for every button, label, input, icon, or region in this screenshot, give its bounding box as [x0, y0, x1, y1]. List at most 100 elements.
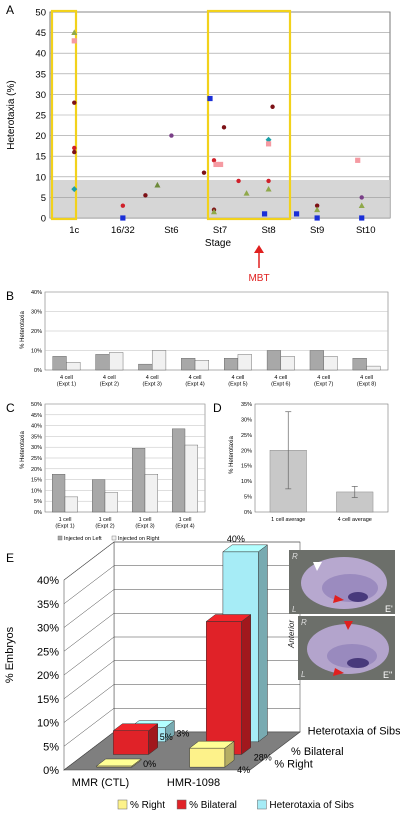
depth-label: Heterotaxia of Sibs: [308, 725, 400, 737]
data-point: [71, 186, 78, 193]
highlight-box-st7-st8: [206, 9, 292, 221]
panel-d-y-label: % Heterotaxia: [229, 435, 235, 473]
x-tick-label: (Expt 8): [357, 382, 376, 388]
x-tick-label: (Expt 3): [143, 382, 162, 388]
y-tick-label: 40%: [37, 575, 59, 587]
panel-a-x-tick-label: St8: [261, 225, 275, 236]
panel-a-y-tick-label: 45: [35, 28, 46, 39]
x-tick-label: (Expt 4): [175, 524, 194, 530]
legend-label: Heterotaxia of Sibs: [269, 800, 354, 811]
bar: [194, 360, 209, 371]
depth-label: % Bilateral: [291, 746, 344, 758]
panel-a-y-label: Heterotaxia (%): [6, 80, 17, 149]
x-tick-label: (Expt 2): [95, 524, 114, 530]
data-point: [270, 104, 275, 109]
anterior-label: Anterior: [287, 620, 296, 649]
y-tick-label: 0%: [34, 510, 42, 516]
red-arrowhead-icon: [333, 595, 344, 603]
bar: [237, 354, 252, 371]
x-tick-label: (Expt 1): [55, 524, 74, 530]
data-label: 5%: [160, 732, 173, 742]
panel-a-x-tick-label: St9: [310, 225, 324, 236]
panel-a-y-tick-label: 25: [35, 111, 46, 122]
panel-c: C 0%5%10%15%20%25%30%35%40%45%50%1 cell(…: [6, 401, 206, 542]
data-point: [359, 215, 365, 221]
bar: [181, 358, 196, 371]
y-tick-label: 10%: [37, 718, 59, 730]
data-point: [236, 178, 241, 184]
y-tick-label: 25%: [241, 433, 252, 439]
panel-c-chart: 0%5%10%15%20%25%30%35%40%45%50%1 cell(Ex…: [31, 402, 206, 530]
y-tick-label: 20%: [31, 329, 42, 335]
bar: [66, 362, 81, 371]
y-tick-label: 35%: [31, 434, 42, 440]
y-tick-label: 35%: [37, 599, 59, 611]
bar: [224, 358, 239, 371]
legend-swatch: [176, 799, 187, 810]
bar-top: [188, 740, 235, 749]
x-tick-label: (Expt 1): [57, 382, 76, 388]
panel-a-y-tick-label: 15: [35, 152, 46, 163]
panel-a-y-tick-label: 5: [41, 193, 46, 204]
bar-front: [112, 730, 149, 755]
embryo-bottom-r: R: [301, 618, 307, 627]
data-point: [355, 157, 361, 163]
bar-top: [222, 544, 269, 553]
bar: [151, 350, 167, 371]
y-tick-label: 0%: [244, 510, 252, 516]
bar: [366, 365, 381, 371]
y-tick-label: 35%: [241, 402, 252, 408]
legend-label: % Bilateral: [189, 800, 237, 811]
red-arrowhead-icon: [333, 668, 344, 676]
bar: [280, 356, 295, 371]
data-point: [265, 185, 272, 192]
x-tick-label: 1 cell average: [271, 517, 305, 523]
x-tick-label: 4 cell: [232, 375, 245, 381]
data-point: [265, 136, 272, 143]
panel-b-y-label: % Heterotaxia: [20, 310, 26, 348]
panel-a-x-tick-label: St7: [213, 225, 227, 236]
panel-b-chart: 0%10%20%30%40%4 cell(Expt 1)4 cell(Expt …: [31, 290, 389, 388]
bar: [109, 352, 124, 371]
panel-e-legend: % Right % Bilateral Heterotaxia of Sibs: [117, 799, 354, 811]
x-tick-label: (Expt 2): [100, 382, 119, 388]
x-tick-label: (Expt 4): [185, 382, 204, 388]
panel-e-y-label: % Embryos: [4, 626, 16, 683]
legend-swatch: [117, 799, 128, 810]
embryo-top-l: L: [292, 605, 296, 614]
data-point: [72, 149, 77, 155]
bar: [266, 350, 282, 371]
gridline: [63, 541, 300, 581]
y-tick-label: 30%: [37, 623, 59, 635]
bar: [138, 363, 153, 371]
panel-a-y-tick-label: 35: [35, 69, 46, 80]
panel-c-y-label: % Heterotaxia: [20, 430, 26, 468]
legend-swatch-left: [57, 535, 63, 541]
panel-a-x-ticks: 1c 16/32 St6 St7 St8 St9 St10: [69, 225, 375, 236]
bar: [95, 354, 110, 371]
y-tick-label: 30%: [31, 310, 42, 316]
data-label: 40%: [227, 534, 245, 544]
y-tick-label: 10%: [241, 479, 252, 485]
data-point: [213, 161, 219, 168]
embryo-stain-top: [348, 592, 368, 602]
data-point: [358, 202, 365, 209]
y-tick-label: 15%: [31, 478, 42, 484]
x-tick-label: 1 cell: [179, 517, 192, 523]
panel-a-y-tick-label: 40: [35, 49, 46, 60]
y-tick-label: 5%: [34, 499, 42, 505]
panel-a-letter: A: [6, 3, 14, 17]
data-point: [266, 178, 271, 184]
panel-b: B 0%10%20%30%40%4 cell(Expt 1)4 cell(Exp…: [6, 289, 389, 388]
panel-a-y-ticks: 0 5 10 15 20 25 30 35 40 45 50: [35, 8, 46, 225]
red-arrowhead-icon: [344, 621, 353, 630]
y-tick-label: 15%: [37, 694, 59, 706]
panel-a-shaded-band: [50, 180, 390, 218]
panel-a-y-tick-label: 30: [35, 90, 46, 101]
panel-e: E 0% 5% 10% 15% 20% 25% 30% 35% 40% 3% 40% 5% 28% 0% 4…: [4, 534, 400, 811]
embryo-bottom-l: L: [301, 670, 305, 679]
panel-a-y-tick-label: 20: [35, 131, 46, 142]
y-tick-label: 5%: [43, 741, 59, 753]
white-arrowhead-icon: [313, 562, 322, 571]
